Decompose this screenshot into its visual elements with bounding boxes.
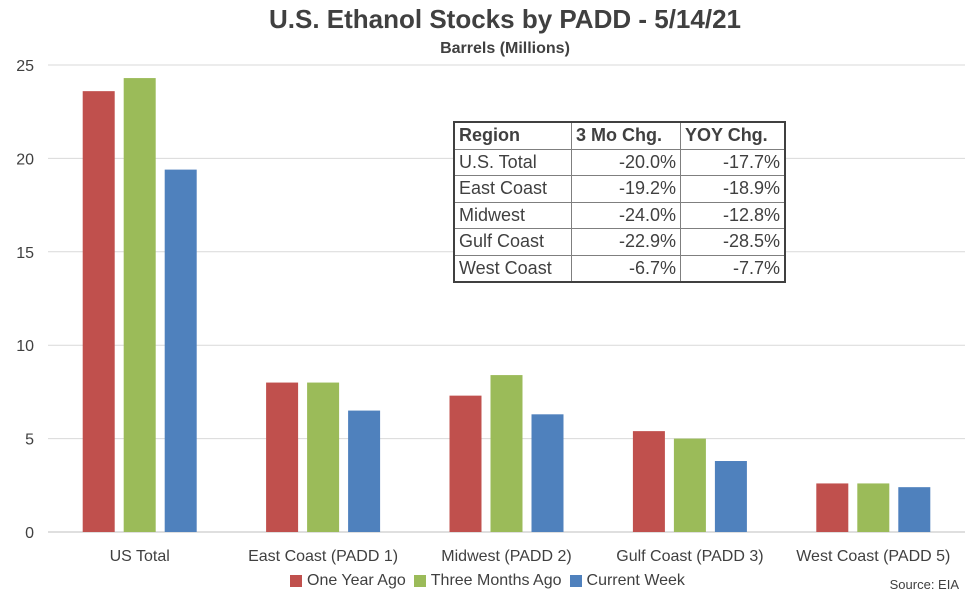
- x-tick-label: Gulf Coast (PADD 3): [616, 548, 763, 565]
- table-cell-yoy: -12.8%: [680, 201, 786, 229]
- table-cell-3mo: -22.9%: [571, 228, 681, 256]
- bar: [816, 483, 849, 532]
- table-cell-yoy: -7.7%: [680, 254, 786, 283]
- bar: [531, 414, 564, 532]
- table-cell-region: Gulf Coast: [453, 228, 572, 256]
- source-note: Source: EIA: [889, 577, 959, 592]
- legend-swatch: [569, 575, 582, 587]
- bar: [266, 382, 299, 532]
- bar: [123, 78, 156, 533]
- table-header-3mo: 3 Mo Chg.: [571, 121, 681, 150]
- bar: [82, 91, 115, 532]
- legend-swatch: [413, 575, 426, 587]
- table-header-region: Region: [453, 121, 572, 150]
- table-cell-yoy: -17.7%: [680, 148, 786, 176]
- bar: [307, 382, 340, 532]
- legend-item: Current Week: [569, 572, 685, 590]
- bar: [898, 487, 931, 532]
- table-row: U.S. Total -20.0% -17.7%: [453, 148, 786, 176]
- change-table: Region 3 Mo Chg. YOY Chg. U.S. Total -20…: [453, 121, 786, 283]
- y-tick-label: 0: [25, 525, 34, 542]
- y-tick-label: 25: [16, 58, 34, 75]
- x-tick-label: US Total: [110, 548, 170, 565]
- y-tick-label: 20: [16, 151, 34, 168]
- table-cell-3mo: -20.0%: [571, 148, 681, 176]
- chart-title: U.S. Ethanol Stocks by PADD - 5/14/21: [269, 4, 741, 34]
- x-tick-label: West Coast (PADD 5): [796, 548, 950, 565]
- table-row: East Coast -19.2% -18.9%: [453, 175, 786, 203]
- table-row: West Coast -6.7% -7.7%: [453, 254, 786, 283]
- table-cell-region: Midwest: [453, 201, 572, 229]
- bar: [490, 375, 523, 532]
- bar: [857, 483, 890, 532]
- table-cell-region: West Coast: [453, 254, 572, 283]
- bar: [449, 395, 482, 532]
- chart-legend: One Year Ago Three Months Ago Current We…: [290, 572, 693, 590]
- table-row: Midwest -24.0% -12.8%: [453, 201, 786, 229]
- y-tick-label: 5: [25, 432, 34, 449]
- bar: [348, 410, 381, 532]
- legend-item: One Year Ago: [290, 572, 406, 590]
- legend-label: Current Week: [586, 572, 685, 589]
- y-tick-label: 15: [16, 245, 34, 262]
- table-header-yoy: YOY Chg.: [680, 121, 786, 150]
- bar: [164, 169, 197, 532]
- table-cell-3mo: -6.7%: [571, 254, 681, 283]
- table-cell-region: East Coast: [453, 175, 572, 203]
- bar: [673, 438, 706, 532]
- table-cell-yoy: -18.9%: [680, 175, 786, 203]
- table-cell-yoy: -28.5%: [680, 228, 786, 256]
- table-cell-region: U.S. Total: [453, 148, 572, 176]
- legend-item: Three Months Ago: [413, 572, 562, 590]
- table-cell-3mo: -24.0%: [571, 201, 681, 229]
- chart-subtitle: Barrels (Millions): [440, 40, 570, 57]
- x-tick-label: East Coast (PADD 1): [248, 548, 398, 565]
- bar: [632, 431, 665, 532]
- bar: [714, 461, 747, 532]
- y-tick-label: 10: [16, 338, 34, 355]
- table-cell-3mo: -19.2%: [571, 175, 681, 203]
- legend-label: One Year Ago: [307, 572, 406, 589]
- legend-swatch: [290, 575, 302, 587]
- x-tick-label: Midwest (PADD 2): [441, 548, 571, 565]
- table-row: Gulf Coast -22.9% -28.5%: [453, 228, 786, 256]
- table-header-row: Region 3 Mo Chg. YOY Chg.: [453, 121, 786, 150]
- legend-label: Three Months Ago: [430, 572, 562, 589]
